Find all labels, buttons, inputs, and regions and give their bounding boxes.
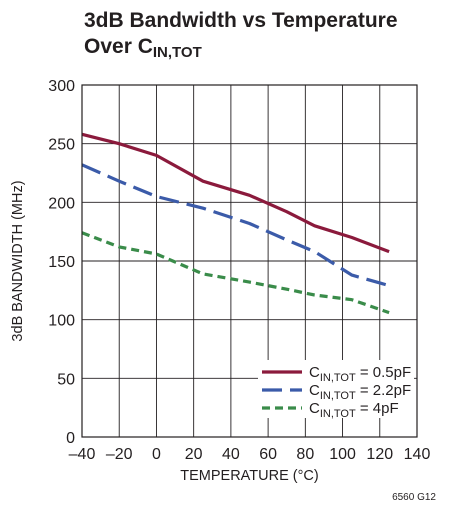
y-tick-label: 100	[48, 313, 75, 330]
legend-label-1: CIN,TOT = 0.5pF	[309, 364, 411, 384]
y-tick-label: 300	[48, 78, 75, 95]
series-line-3	[81, 231, 390, 315]
x-tick-label: 120	[366, 446, 393, 463]
y-tick-label: 150	[48, 254, 75, 271]
x-tick-label: 60	[259, 446, 277, 463]
x-tick-label: –40	[69, 446, 96, 463]
x-tick-label: 100	[329, 446, 356, 463]
series-lines	[81, 132, 390, 315]
x-tick-label: 20	[185, 446, 203, 463]
chart-title-line1: 3dB Bandwidth vs Temperature	[84, 9, 398, 32]
y-tick-label: 0	[66, 430, 75, 447]
x-tick-label: 80	[296, 446, 314, 463]
series-line-1	[81, 132, 390, 254]
chart-title-line2: Over CIN,TOT	[84, 34, 398, 66]
x-tick-label: 0	[152, 446, 161, 463]
legend-label-prefix: C	[309, 364, 320, 381]
x-tick-labels: –40 –20 0 20 40 60 80 100 120 140	[69, 446, 431, 463]
legend-background	[258, 360, 414, 418]
series-line-2	[81, 163, 390, 288]
chart-title-prefix: Over C	[84, 35, 153, 58]
y-tick-labels: 0 50 100 150 200 250 300	[48, 78, 75, 447]
chart-title: 3dB Bandwidth vs Temperature Over CIN,TO…	[84, 8, 398, 66]
figure-code: 6560 G12	[392, 492, 436, 503]
legend-label-suffix: = 2.2pF	[356, 382, 411, 399]
plot-frame	[81, 84, 418, 438]
x-axis-label: TEMPERATURE (°C)	[180, 468, 318, 484]
legend-label-suffix: = 4pF	[356, 400, 399, 417]
legend-label-prefix: C	[309, 382, 320, 399]
y-tick-label: 200	[48, 195, 75, 212]
y-tick-label: 250	[48, 137, 75, 154]
chart-title-subscript: IN,TOT	[152, 44, 202, 61]
x-tick-label: –20	[106, 446, 133, 463]
legend-label-2: CIN,TOT = 2.2pF	[309, 382, 411, 402]
legend-label-suffix: = 0.5pF	[356, 364, 411, 381]
legend-label-prefix: C	[309, 400, 320, 417]
x-tick-label: 140	[404, 446, 431, 463]
legend-label-subscript: IN,TOT	[320, 390, 356, 402]
legend-label-3: CIN,TOT = 4pF	[309, 400, 399, 420]
y-axis-label: 3dB BANDWIDTH (MHz)	[10, 180, 26, 341]
legend-label-subscript: IN,TOT	[320, 372, 356, 384]
x-tick-label: 40	[222, 446, 240, 463]
y-tick-label: 50	[57, 371, 75, 388]
legend-label-subscript: IN,TOT	[320, 408, 356, 420]
